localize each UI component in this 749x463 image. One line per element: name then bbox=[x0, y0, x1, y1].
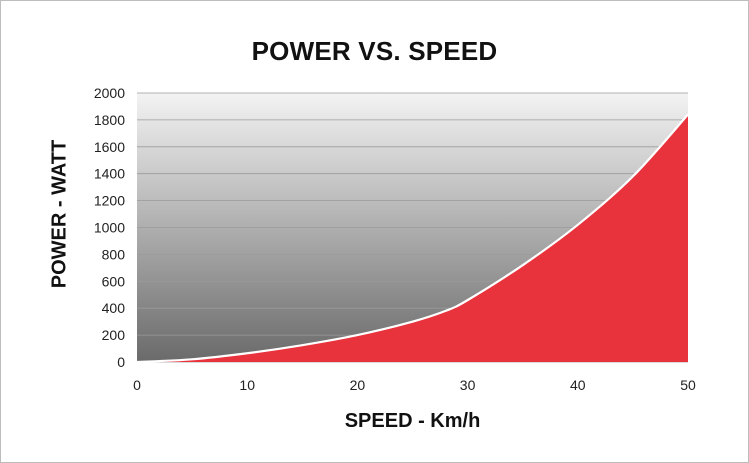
x-tick-label: 50 bbox=[680, 377, 696, 393]
y-tick-label: 800 bbox=[102, 246, 126, 262]
y-tick-label: 1200 bbox=[94, 193, 125, 209]
x-tick-label: 20 bbox=[350, 377, 366, 393]
y-tick-label: 1000 bbox=[94, 220, 125, 236]
power-area-fill bbox=[137, 114, 688, 363]
chart-title: POWER VS. SPEED bbox=[251, 36, 498, 66]
y-tick-label: 200 bbox=[102, 327, 126, 343]
y-tick-label: 0 bbox=[117, 354, 125, 370]
y-tick-labels: 0 200 400 600 800 1000 1200 1400 1600 1800 2000 bbox=[94, 85, 125, 370]
y-tick-label: 600 bbox=[102, 273, 126, 289]
x-axis-label: SPEED - Km/h bbox=[344, 410, 481, 432]
y-tick-label: 2000 bbox=[94, 85, 125, 101]
y-tick-label: 400 bbox=[102, 300, 126, 316]
x-tick-label: 10 bbox=[239, 377, 255, 393]
x-tick-label: 30 bbox=[460, 377, 476, 393]
y-tick-label: 1400 bbox=[94, 166, 125, 182]
y-tick-label: 1600 bbox=[94, 139, 125, 155]
x-tick-label: 0 bbox=[133, 377, 141, 393]
x-tick-label: 40 bbox=[570, 377, 586, 393]
power-curve-line bbox=[136, 113, 689, 364]
y-tick-label: 1800 bbox=[94, 112, 125, 128]
x-tick-labels: 0 10 20 30 40 50 bbox=[133, 377, 696, 393]
